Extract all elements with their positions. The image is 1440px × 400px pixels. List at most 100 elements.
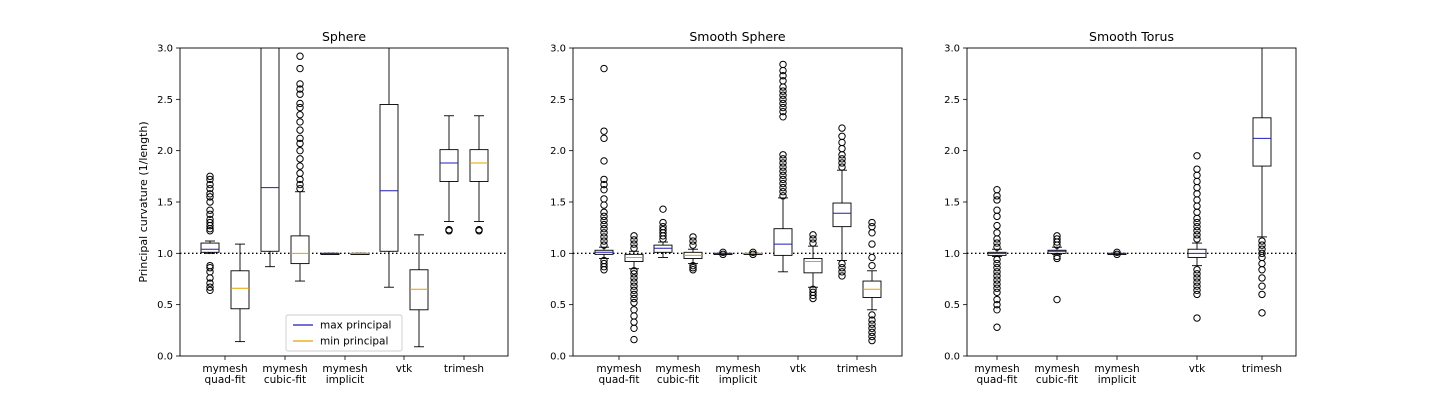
panel-3: Smooth Torus0.00.51.01.52.02.53.0mymeshq… <box>944 29 1297 386</box>
panels: Sphere0.00.51.01.52.02.53.0mymeshquad-fi… <box>157 29 1297 386</box>
x-tick-label: mymesh <box>596 363 641 375</box>
outlier-point <box>206 193 214 201</box>
outlier-point <box>206 198 214 206</box>
outlier-point <box>1193 208 1201 216</box>
box-min-principal <box>469 115 489 235</box>
outlier-point <box>206 279 214 287</box>
outlier-point <box>779 99 787 108</box>
outlier-point <box>630 286 638 294</box>
y-tick-label: 0.5 <box>944 300 960 311</box>
outlier-point <box>779 107 787 116</box>
outlier-point <box>868 222 876 231</box>
outlier-point <box>838 144 846 153</box>
outlier-point <box>600 241 608 249</box>
y-tick-label: 3.0 <box>550 44 566 55</box>
outlier-point <box>993 185 1001 194</box>
outlier-point <box>206 218 214 227</box>
outlier-point <box>600 220 608 229</box>
outlier-point <box>1193 266 1201 274</box>
outlier-point <box>630 236 638 244</box>
outlier-point <box>659 222 667 231</box>
chart-title: Smooth Sphere <box>689 29 786 44</box>
y-tick-label: 2.5 <box>944 95 960 106</box>
x-tick-label: trimesh <box>837 363 877 375</box>
outlier-point <box>630 306 638 314</box>
outlier-point <box>993 276 1001 284</box>
box-min-principal <box>743 248 763 259</box>
outlier-point <box>838 159 846 167</box>
x-tick-label: mymesh <box>1034 363 1079 375</box>
chart-title: Smooth Torus <box>1089 29 1174 44</box>
outlier-point <box>296 169 304 177</box>
outlier-point <box>993 221 1001 230</box>
outlier-point <box>206 227 214 235</box>
outlier-point <box>1193 152 1201 160</box>
box <box>773 228 793 256</box>
outlier-point <box>630 278 638 286</box>
outlier-point <box>1193 202 1201 210</box>
box-max-principal <box>713 248 733 259</box>
x-tick-label: mymesh <box>322 363 367 375</box>
outlier-point <box>779 83 787 91</box>
outlier-point <box>296 134 304 143</box>
outlier-point <box>993 196 1001 204</box>
outlier-point <box>779 171 787 180</box>
outlier-point <box>779 155 787 163</box>
outlier-point <box>993 255 1001 264</box>
outlier-point <box>779 159 787 167</box>
x-tick-label: vtk <box>1189 363 1206 375</box>
plot-area <box>180 48 508 348</box>
outlier-point <box>993 235 1001 243</box>
y-tick-label: 2.5 <box>157 95 173 106</box>
outlier-point <box>630 312 638 320</box>
outlier-point <box>1193 165 1201 173</box>
box-max-principal <box>832 124 852 280</box>
outlier-point <box>838 124 846 132</box>
y-tick-label: 0.0 <box>157 352 173 363</box>
box <box>379 104 399 252</box>
y-tick-label: 0.5 <box>550 300 566 311</box>
outlier-point <box>296 64 304 73</box>
plot-area <box>573 60 902 345</box>
outlier-point <box>993 212 1001 221</box>
outlier-point <box>1258 274 1266 282</box>
outlier-point <box>1258 282 1266 290</box>
outlier-point <box>779 175 787 184</box>
box <box>987 251 1007 256</box>
y-tick-label: 2.0 <box>944 146 960 157</box>
outlier-point <box>868 261 876 270</box>
box <box>1252 117 1272 167</box>
outlier-point <box>600 233 608 241</box>
y-tick-label: 2.5 <box>550 95 566 106</box>
outlier-point <box>1258 249 1266 258</box>
outlier-point <box>809 231 817 239</box>
box <box>624 253 644 262</box>
outlier-point <box>630 274 638 282</box>
box-max-principal <box>1047 232 1067 304</box>
outlier-point <box>1193 222 1201 231</box>
box-max-principal <box>1107 248 1127 259</box>
outlier-point <box>206 215 214 224</box>
outlier-point <box>1053 295 1061 304</box>
x-tick-label: mymesh <box>715 363 760 375</box>
box-min-principal <box>290 52 310 282</box>
outlier-point <box>1193 214 1201 223</box>
outlier-point <box>689 261 697 270</box>
outlier-point <box>719 248 727 257</box>
x-tick-label: implicit <box>719 374 757 386</box>
outlier-point <box>600 256 608 265</box>
outlier-point <box>689 264 697 272</box>
outlier-point <box>659 218 667 227</box>
outlier-point <box>868 320 876 328</box>
outlier-point <box>296 52 304 60</box>
panel-1: Sphere0.00.51.01.52.02.53.0mymeshquad-fi… <box>157 29 509 386</box>
outlier-point <box>206 206 214 214</box>
axes-frame <box>572 47 903 357</box>
outlier-point <box>1193 177 1201 186</box>
x-tick-label: trimesh <box>444 363 484 375</box>
outlier-point <box>689 241 697 249</box>
outlier-point <box>1258 290 1266 299</box>
outlier-point <box>1193 282 1201 290</box>
box-max-principal <box>320 252 340 255</box>
outlier-point <box>868 240 876 248</box>
